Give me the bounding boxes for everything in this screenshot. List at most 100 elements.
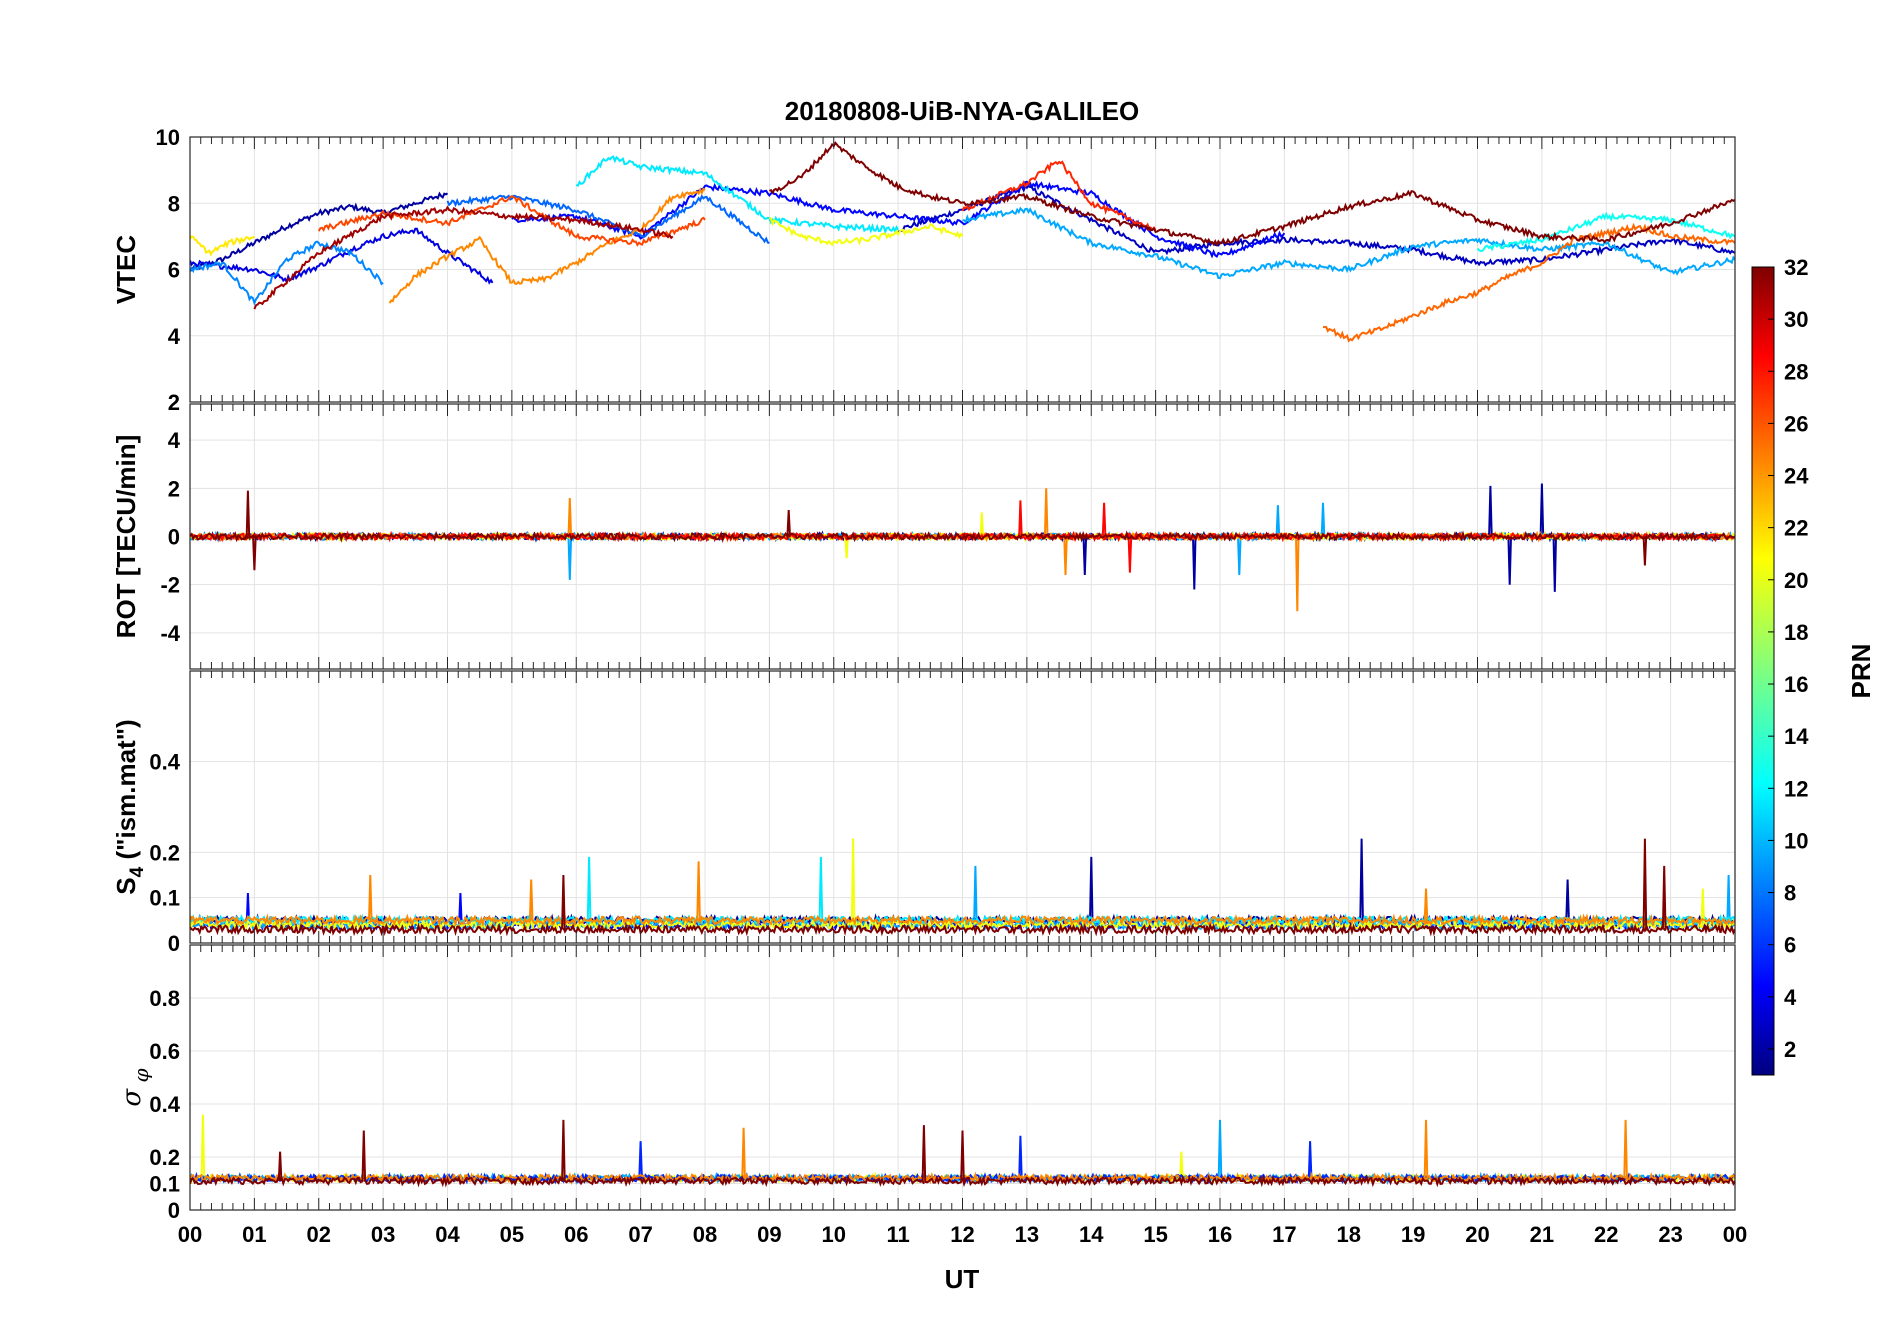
series-line-prn-9 [190, 240, 384, 306]
series-line-prn-8 [446, 194, 770, 244]
x-tick-label: 12 [950, 1222, 974, 1247]
x-tick-label: 16 [1208, 1222, 1232, 1247]
y-tick-label: 2 [168, 390, 180, 415]
x-tick-label: 10 [822, 1222, 846, 1247]
colorbar-tick-label: 12 [1784, 776, 1808, 801]
colorbar-tick-label: 26 [1784, 411, 1808, 436]
series-line-prn-10 [962, 206, 1735, 280]
panel-s4: 0 0.1 0.2 0.4S4 ("ism.mat") [111, 670, 1736, 956]
series-line-prn-24 [388, 187, 706, 304]
x-tick-label: 00 [178, 1222, 202, 1247]
y-tick-label: 0.6 [149, 1039, 180, 1064]
colorbar-label: PRN [1846, 644, 1876, 699]
series-line-prn-12 [575, 155, 899, 235]
x-tick-label: 18 [1337, 1222, 1361, 1247]
series-line-prn-21 [190, 235, 255, 257]
colorbar-tick-label: 30 [1784, 307, 1808, 332]
series-line-prn-2 [190, 191, 449, 272]
series-line-prn-20 [768, 216, 964, 247]
y-tick-label: 2 [168, 476, 180, 501]
series-line-prn-32 [190, 490, 1735, 571]
y-axis-label: VTEC [111, 235, 141, 305]
x-tick-label: 19 [1401, 1222, 1425, 1247]
series-line-prn-5 [511, 180, 1286, 259]
x-tick-label: 21 [1530, 1222, 1554, 1247]
colorbar-tick-label: 10 [1784, 828, 1808, 853]
x-tick-label: 02 [307, 1222, 331, 1247]
x-tick-label: 09 [757, 1222, 781, 1247]
x-tick-label: 20 [1465, 1222, 1489, 1247]
x-tick-label: 11 [886, 1222, 909, 1247]
series-line-prn-24 [190, 861, 1735, 928]
colorbar-gradient [1751, 266, 1775, 1076]
colorbar-tick-label: 32 [1784, 255, 1808, 280]
x-tick-label: 06 [564, 1222, 588, 1247]
series-line-prn-27 [961, 160, 1157, 232]
y-tick-label: 0.2 [149, 840, 180, 865]
y-axis-label: σ φ [117, 1068, 153, 1106]
y-tick-label: 0.8 [149, 986, 180, 1011]
series-group [190, 838, 1735, 937]
y-tick-label: 0.4 [149, 1092, 180, 1117]
series-line-prn-13 [1476, 211, 1735, 253]
x-tick-label: 01 [242, 1222, 266, 1247]
x-tick-label: 15 [1143, 1222, 1167, 1247]
x-tick-label: 07 [628, 1222, 652, 1247]
y-tick-label: 0 [168, 525, 180, 550]
colorbar-tick-label: 4 [1784, 985, 1797, 1010]
colorbar-tick-label: 2 [1784, 1037, 1796, 1062]
series-line-prn-26 [317, 194, 706, 247]
y-tick-label: 0 [168, 1198, 180, 1223]
y-axis-label: S4 ("ism.mat") [111, 719, 148, 894]
panel-rot: -4 -2 0 2 4 ROT [TECU/min] [111, 403, 1736, 670]
series-group [190, 141, 1735, 343]
series-line-prn-24 [190, 1119, 1735, 1186]
y-axis-label: ROT [TECU/min] [111, 435, 141, 639]
x-tick-label: 00 [1723, 1222, 1747, 1247]
panel-vtec: 2 4 6 8 10 VTEC [111, 125, 1736, 415]
series-line-prn-32 [190, 1119, 1735, 1188]
x-tick-labels: 00 01 02 03 04 05 06 07 08 09 10 11 12 13 14 15 16 17 18 19… [178, 1222, 1747, 1247]
panel-sigma: 00.10.2 0.4 0.6 0.8 σ φ [117, 944, 1736, 1223]
y-tick-label: 0.1 [149, 1172, 180, 1197]
colorbar-tick-label: 16 [1784, 672, 1808, 697]
x-tick-label: 23 [1658, 1222, 1682, 1247]
x-tick-label: 13 [1015, 1222, 1039, 1247]
x-tick-label: 14 [1079, 1222, 1104, 1247]
y-tick-label: 4 [168, 428, 181, 453]
series-line-prn-32 [769, 141, 1735, 247]
y-tick-label: -4 [160, 621, 180, 646]
y-tick-label: 0.2 [149, 1145, 180, 1170]
series-line-prn-32 [190, 838, 1735, 937]
x-tick-label: 03 [371, 1222, 395, 1247]
colorbar-tick-label: 14 [1784, 724, 1809, 749]
chart-title: 20180808-UiB-NYA-GALILEO [785, 96, 1140, 126]
x-tick-label: 05 [500, 1222, 524, 1247]
y-tick-label: 0 [168, 931, 180, 956]
colorbar-tick-label: 28 [1784, 359, 1808, 384]
series-line-prn-25 [1322, 222, 1735, 343]
y-tick-label: 4 [168, 324, 181, 349]
y-tick-label: 0.1 [149, 886, 180, 911]
colorbar-tick-label: 20 [1784, 568, 1808, 593]
series-line-prn-4 [190, 227, 494, 285]
y-tick-label: 8 [168, 191, 180, 216]
y-tick-label: 6 [168, 258, 180, 283]
series-line-prn-31 [253, 205, 674, 310]
colorbar-tick-label: 6 [1784, 933, 1796, 958]
colorbar-tick-label: 22 [1784, 516, 1808, 541]
x-axis-label: UT [945, 1264, 980, 1294]
colorbar-tick-label: 18 [1784, 620, 1808, 645]
y-tick-label: -2 [160, 573, 180, 598]
y-tick-label: 10 [156, 125, 180, 150]
series-group [190, 1114, 1735, 1188]
x-tick-label: 08 [693, 1222, 717, 1247]
colorbar-tick-label: 24 [1784, 464, 1809, 489]
x-tick-label: 22 [1594, 1222, 1618, 1247]
x-tick-label: 04 [435, 1222, 460, 1247]
colorbar-tick-label: 8 [1784, 881, 1796, 906]
